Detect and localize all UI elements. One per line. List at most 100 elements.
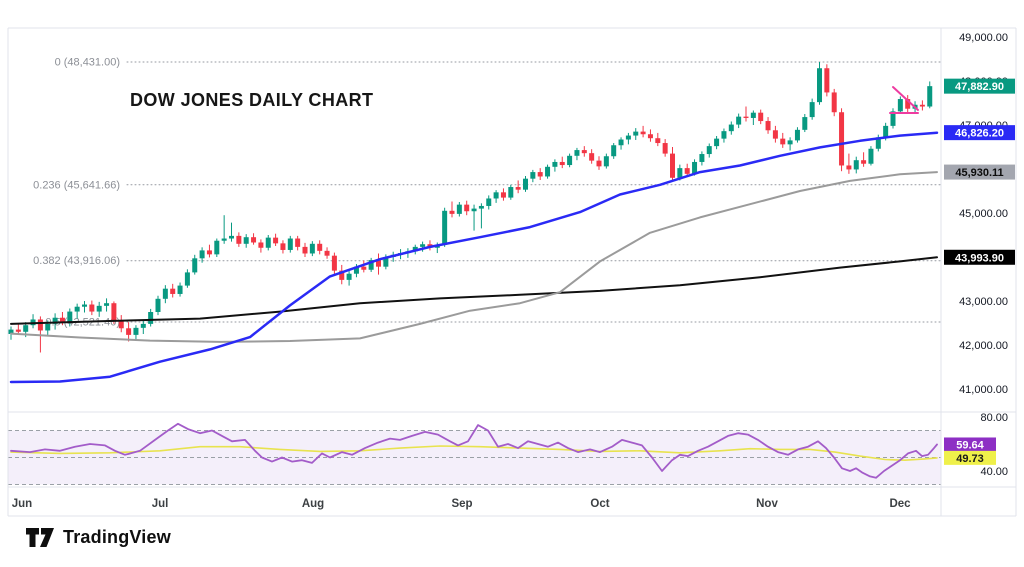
price-badge-value: 46,826.20	[955, 128, 1004, 140]
month-label-jun: Jun	[12, 498, 32, 510]
price-badge-value: 45,930.11	[955, 167, 1003, 179]
candle-body	[905, 99, 911, 109]
candle-body	[750, 112, 756, 118]
rsi-line	[10, 422, 938, 479]
candle-body	[537, 172, 543, 177]
price-tick: 49,000.00	[959, 32, 1008, 44]
candle-body	[273, 237, 279, 244]
candle-body	[133, 327, 139, 335]
rsi-tick: 40.00	[980, 466, 1008, 478]
footer: TradingView	[25, 527, 171, 548]
candle-body	[324, 250, 330, 256]
month-label-oct: Oct	[590, 498, 609, 510]
candle-body	[243, 237, 249, 244]
candle-body	[684, 168, 690, 174]
candle-body	[89, 304, 95, 312]
price-badge-bg	[944, 164, 1015, 180]
candle-body	[221, 238, 227, 241]
candle-body	[868, 148, 874, 164]
candle-body	[464, 204, 470, 212]
candle-body	[500, 192, 506, 198]
candle-body	[251, 237, 257, 243]
candle-body	[809, 102, 815, 118]
candle-body	[728, 124, 734, 132]
candle-body	[442, 210, 448, 245]
candle-body	[383, 257, 389, 267]
candle-body	[508, 187, 514, 198]
candle-body	[118, 320, 124, 329]
price-tick: 42,000.00	[959, 340, 1008, 352]
candle-body	[353, 266, 359, 274]
candle-body	[15, 329, 21, 332]
candle-body	[111, 303, 117, 321]
candle-body	[214, 240, 220, 255]
candle-body	[640, 131, 646, 135]
candle-body	[184, 272, 190, 286]
candle-body	[567, 155, 573, 166]
candle-body	[8, 329, 14, 334]
candle-body	[280, 243, 286, 250]
candle-body	[758, 112, 764, 122]
candle-body	[883, 125, 889, 138]
candle-body	[861, 160, 867, 164]
month-label-nov: Nov	[756, 498, 778, 510]
candle-body	[346, 273, 352, 280]
candle-body	[927, 86, 933, 107]
candle-body	[339, 270, 345, 280]
candle-body	[802, 117, 808, 130]
rsi-ma-line	[10, 445, 938, 461]
candle-body	[368, 260, 374, 270]
candle-body	[765, 121, 771, 131]
price-tick: 43,000.00	[959, 296, 1008, 308]
candle-body	[199, 250, 205, 259]
candle-body	[412, 246, 418, 252]
candle-body	[192, 258, 198, 273]
candle-body	[104, 303, 110, 306]
candle-body	[655, 138, 661, 144]
rsi-tick: 80.00	[980, 412, 1008, 424]
candle-body	[302, 246, 308, 254]
ma-gray	[10, 171, 938, 343]
candle-body	[831, 92, 837, 113]
candle-body	[706, 146, 712, 155]
price-badge-bg	[944, 249, 1015, 265]
candle-body	[361, 266, 367, 270]
candle-body	[45, 323, 51, 331]
month-label-dec: Dec	[889, 498, 911, 510]
candle-body	[618, 139, 624, 146]
month-label-aug: Aug	[302, 498, 324, 510]
candle-body	[603, 156, 609, 167]
candle-body	[559, 161, 565, 166]
candle-body	[67, 311, 73, 323]
candle-body	[148, 312, 154, 324]
candle-body	[493, 192, 499, 199]
candle-body	[170, 288, 176, 294]
candle-body	[743, 116, 749, 118]
candle-body	[265, 237, 271, 248]
candle-body	[82, 304, 87, 307]
candle-body	[155, 298, 161, 312]
candle-body	[670, 153, 675, 178]
candle-body	[794, 129, 800, 141]
candle-body	[295, 238, 301, 247]
price-badge-bg	[944, 125, 1015, 141]
candle-body	[258, 242, 264, 248]
candle-body	[574, 150, 580, 156]
fib-label-2: 0.382 (43,916.06)	[33, 255, 120, 267]
candle-body	[545, 166, 551, 177]
candle-body	[236, 235, 242, 244]
candle-body	[317, 243, 323, 251]
candle-body	[471, 208, 477, 212]
candle-body	[309, 243, 315, 254]
candle-body	[714, 138, 720, 147]
candle-body	[287, 238, 293, 250]
candle-body	[376, 260, 381, 267]
candle-body	[515, 187, 521, 190]
candle-body	[890, 111, 896, 126]
price-badge-value: 43,993.90	[955, 252, 1004, 264]
candle-body	[581, 150, 587, 154]
candle-body	[331, 255, 337, 271]
candle-body	[96, 305, 102, 312]
candle-body	[647, 134, 653, 139]
